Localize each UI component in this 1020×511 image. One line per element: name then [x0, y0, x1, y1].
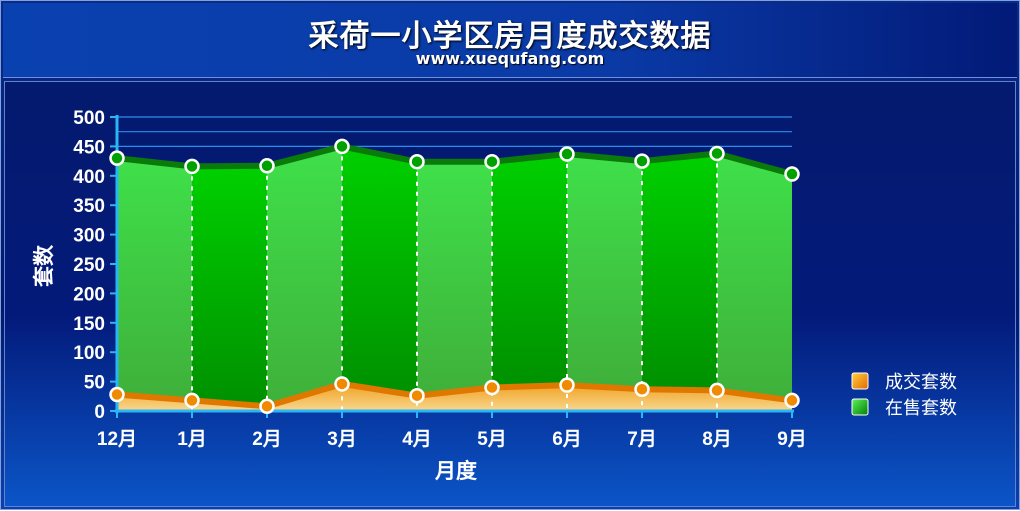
stock-area-band	[417, 161, 492, 396]
x-tick-label: 4月	[402, 429, 432, 450]
area-layers	[116, 143, 793, 411]
category-dividers	[191, 146, 718, 411]
y-tick-label: 150	[73, 314, 105, 335]
y-tick-label: 0	[94, 402, 105, 423]
chart-subtitle: www.xuequfang.com	[415, 49, 605, 68]
stock-area-band	[342, 146, 417, 396]
stock-series-line	[116, 143, 793, 177]
sold-point	[634, 381, 650, 397]
y-tick-label: 200	[73, 284, 105, 305]
x-tick-labels: 12月 1月 2月 3月 4月 5月 6月 7月 8月 9月	[97, 429, 807, 450]
x-tick-label: 7月	[627, 429, 657, 450]
legend-label-sold: 成交套数	[885, 372, 957, 393]
x-tick-label: 3月	[327, 429, 357, 450]
stock-point	[559, 146, 575, 162]
stock-point	[109, 150, 125, 166]
y-tick-label: 300	[73, 226, 105, 247]
sold-point	[109, 386, 125, 403]
x-tick-label: 8月	[702, 429, 732, 450]
x-axis-title: 月度	[434, 459, 477, 483]
stock-point	[784, 166, 800, 182]
sold-point	[184, 392, 200, 409]
stock-point	[634, 153, 650, 169]
chart-header: 采荷一小学区房月度成交数据 www.xuequfang.com	[3, 3, 1017, 78]
x-tick-label: 12月	[97, 429, 137, 450]
sold-point	[484, 379, 500, 396]
legend-swatch-stock	[851, 398, 869, 416]
x-tick-label: 1月	[177, 429, 207, 450]
y-tick-labels: 0 50 100 150 200 250 300 350 400 450 500	[73, 108, 105, 423]
y-tick-label: 100	[73, 343, 105, 364]
stock-area-band	[492, 154, 567, 388]
x-tick-label: 5月	[477, 429, 507, 450]
sold-point	[784, 392, 800, 409]
sold-point	[334, 376, 350, 392]
y-tick-label: 50	[84, 373, 105, 394]
sold-point	[259, 398, 275, 415]
y-tick-label: 400	[73, 167, 105, 188]
x-tick-label: 9月	[777, 429, 807, 450]
legend-label-stock: 在售套数	[885, 398, 957, 419]
data-points	[109, 138, 800, 415]
y-tick-label: 250	[73, 255, 105, 276]
stock-point	[184, 158, 200, 175]
x-tick-label: 6月	[552, 429, 582, 450]
stock-area-band	[717, 153, 792, 401]
chart-title: 采荷一小学区房月度成交数据	[308, 19, 712, 54]
stock-point	[259, 158, 275, 174]
sold-series-line	[116, 380, 793, 410]
x-tick-label: 2月	[252, 429, 282, 450]
stock-point	[409, 153, 425, 170]
stock-point	[484, 153, 500, 170]
y-axis-title: 套数	[32, 244, 56, 287]
sold-point	[709, 382, 725, 399]
stock-area-band	[567, 154, 642, 390]
sold-point	[409, 387, 425, 404]
stock-point	[334, 138, 350, 155]
area-bands	[117, 146, 792, 407]
y-tick-label: 450	[73, 137, 105, 158]
y-tick-label: 500	[73, 108, 105, 129]
stock-area-band	[642, 153, 717, 391]
legend-swatch-sold	[851, 372, 869, 390]
stock-point	[709, 145, 725, 162]
sold-point	[559, 377, 575, 393]
stock-area-band	[117, 158, 192, 401]
y-tick-label: 350	[73, 196, 105, 217]
stock-area-band	[267, 146, 342, 407]
stock-area-band	[192, 165, 267, 407]
